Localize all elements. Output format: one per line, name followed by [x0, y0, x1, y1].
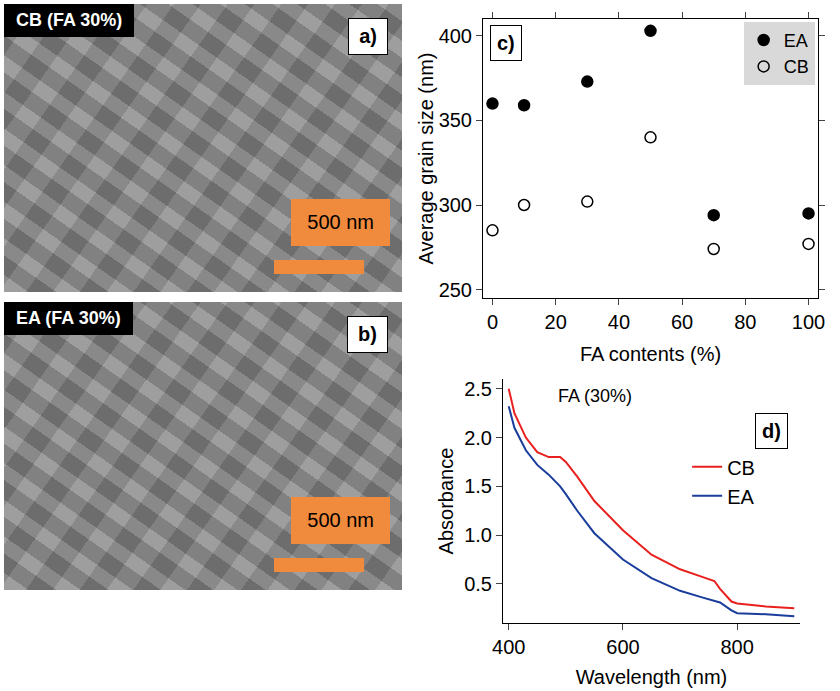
html-text:500 nm: 500 nm: [307, 509, 374, 531]
svg-text:FA (30%): FA (30%): [558, 386, 632, 406]
svg-text:20: 20: [545, 311, 567, 333]
svg-text:2.0: 2.0: [464, 427, 492, 449]
html-text:a): a): [359, 25, 377, 47]
svg-text:1.5: 1.5: [464, 475, 492, 497]
svg-text:CB: CB: [784, 57, 809, 77]
svg-text:60: 60: [671, 311, 693, 333]
svg-text:d): d): [762, 420, 781, 442]
svg-text:100: 100: [792, 311, 825, 333]
svg-text:250: 250: [439, 279, 472, 301]
svg-text:EA: EA: [784, 31, 808, 51]
svg-text:EA: EA: [727, 486, 754, 508]
html-text:CB (FA 30%): CB (FA 30%): [16, 10, 123, 30]
svg-text:400: 400: [439, 25, 472, 47]
svg-text:c): c): [497, 32, 515, 54]
html-text:EA (FA 30%): EA (FA 30%): [16, 308, 121, 328]
svg-text:400: 400: [492, 636, 525, 658]
html-text:500 nm: 500 nm: [307, 211, 374, 233]
svg-text:1.0: 1.0: [464, 524, 492, 546]
svg-text:2.5: 2.5: [464, 378, 492, 400]
svg-text:Absorbance: Absorbance: [435, 448, 457, 555]
svg-text:0.5: 0.5: [464, 573, 492, 595]
html-text:b): b): [358, 323, 377, 345]
svg-text:80: 80: [734, 311, 756, 333]
svg-text:CB: CB: [727, 457, 755, 479]
svg-text:Wavelength (nm): Wavelength (nm): [576, 666, 728, 688]
svg-text:40: 40: [608, 311, 630, 333]
svg-text:600: 600: [606, 636, 639, 658]
svg-text:300: 300: [439, 194, 472, 216]
svg-text:0: 0: [487, 311, 498, 333]
svg-text:Average grain size (nm): Average grain size (nm): [415, 53, 437, 265]
svg-text:FA contents (%): FA contents (%): [580, 343, 721, 365]
svg-text:350: 350: [439, 109, 472, 131]
svg-text:800: 800: [720, 636, 753, 658]
